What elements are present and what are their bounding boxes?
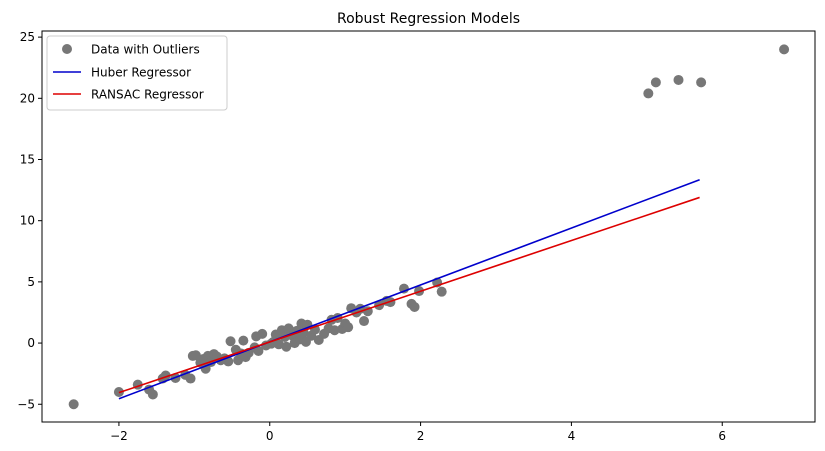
data-point-32: [257, 328, 268, 339]
data-point-9: [185, 373, 196, 384]
y-tick-label: 10: [20, 214, 35, 228]
data-point-11: [190, 350, 201, 361]
data-point-75: [643, 88, 654, 99]
y-tick-label: 15: [20, 152, 35, 166]
x-tick-label: 4: [568, 429, 576, 443]
x-tick-label: 2: [417, 429, 425, 443]
data-point-79: [779, 44, 790, 55]
data-point-71: [409, 301, 420, 312]
plot-area: [68, 44, 790, 410]
data-point-74: [436, 286, 447, 297]
data-point-64: [359, 316, 370, 327]
data-point-40: [281, 341, 292, 352]
x-axis: −2 0 2 4 6: [110, 422, 726, 443]
data-point-60: [343, 322, 354, 333]
y-axis: −5 0 5 10 15 20 25: [17, 30, 42, 411]
legend-label-huber: Huber Regressor: [91, 66, 191, 80]
chart-title: Robust Regression Models: [337, 11, 520, 27]
data-point-26: [238, 335, 249, 346]
legend-label-scatter: Data with Outliers: [91, 43, 200, 57]
data-point-31: [253, 346, 264, 357]
plot-frame: [41, 30, 816, 423]
x-tick-label: 6: [718, 429, 726, 443]
y-tick-label: 5: [27, 275, 35, 289]
series-line-ransac: [118, 196, 700, 394]
data-point-0: [68, 399, 79, 410]
y-tick-label: 25: [20, 30, 35, 44]
y-tick-label: 0: [27, 336, 35, 350]
y-tick-label: 20: [20, 91, 35, 105]
data-point-77: [673, 74, 684, 85]
y-tick-label: −5: [17, 397, 35, 411]
x-tick-label: −2: [110, 429, 128, 443]
legend-box: [46, 35, 228, 111]
data-point-41: [283, 323, 294, 334]
legend-label-ransac: RANSAC Regressor: [91, 88, 204, 102]
data-point-22: [225, 336, 236, 347]
data-point-56: [329, 325, 340, 336]
data-point-37: [273, 339, 284, 350]
series-line-huber: [118, 178, 700, 400]
data-point-76: [650, 77, 661, 88]
x-tick-label: 0: [266, 429, 274, 443]
data-point-78: [696, 77, 707, 88]
data-point-4: [147, 389, 158, 400]
legend: Data with Outliers Huber Regressor RANSA…: [46, 35, 228, 111]
legend-marker-scatter: [62, 44, 72, 54]
